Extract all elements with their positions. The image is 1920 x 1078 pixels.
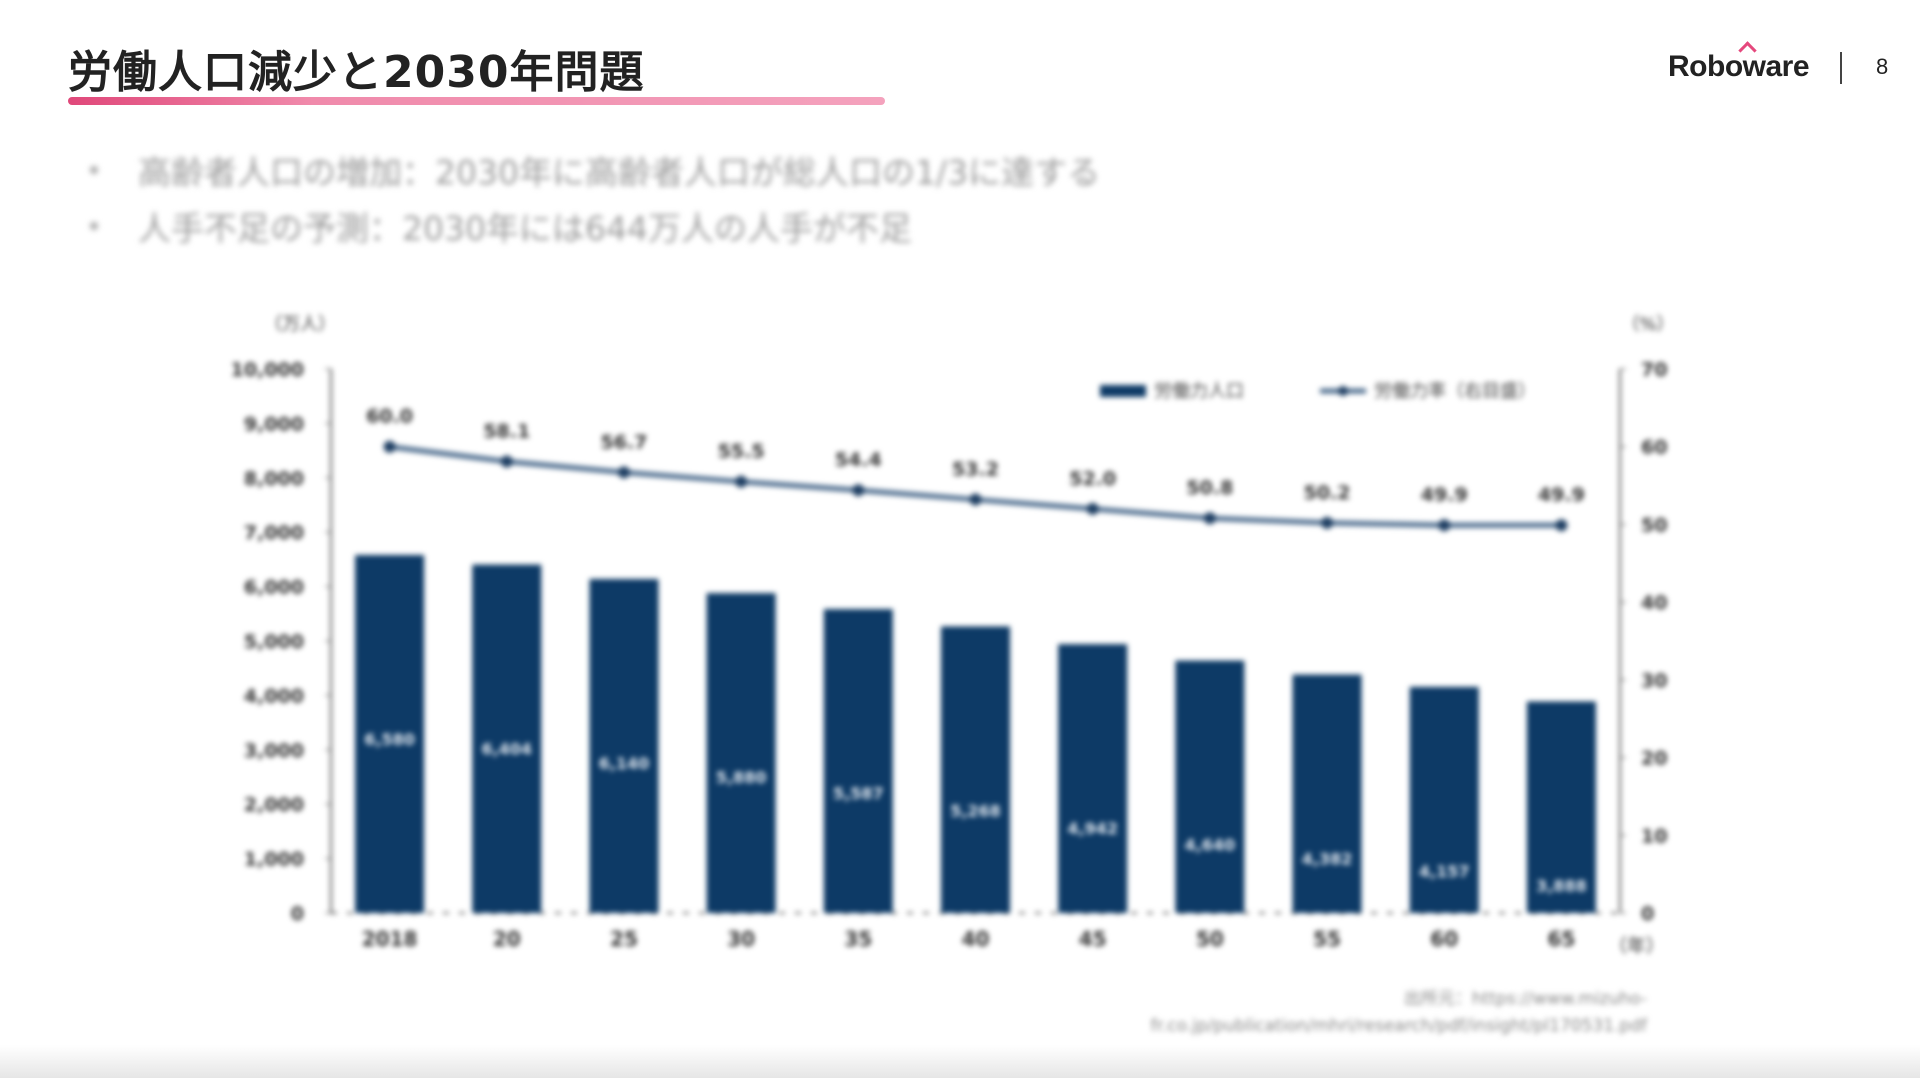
bar: [823, 609, 893, 913]
rate-data-label: 55.5: [718, 441, 765, 463]
rate-data-label: 53.2: [952, 459, 999, 481]
x-tick-label: 50: [1196, 927, 1224, 951]
bullet-text: 人手不足の予測：2030年には644万人の人手が不足: [138, 209, 912, 248]
bar: [1175, 660, 1245, 913]
y-left-tick-label: 10,000: [231, 359, 304, 381]
x-tick-label: 25: [610, 927, 638, 951]
y-right-tick-label: 10: [1641, 825, 1667, 847]
y-left-tick-label: 5,000: [244, 631, 304, 653]
page-number: 8: [1876, 54, 1889, 79]
bullet-item: 人手不足の予測：2030年には644万人の人手が不足: [90, 198, 1100, 254]
rate-point: [617, 466, 630, 479]
rate-point: [852, 484, 865, 497]
rate-point: [1203, 512, 1216, 525]
rate-data-label: 54.4: [835, 449, 882, 471]
rate-point: [500, 455, 513, 468]
bar-data-label: 4,640: [1185, 836, 1236, 855]
bar: [706, 593, 776, 913]
rate-data-label: 56.7: [601, 431, 648, 453]
y-left-tick-label: 4,000: [244, 685, 304, 707]
x-tick-label: 55: [1313, 927, 1341, 951]
bullet-list: 高齢者人口の増加：2030年に高齢者人口が総人口の1/3に達する 人手不足の予測…: [90, 142, 1100, 254]
rate-point: [1086, 502, 1099, 515]
page-title: 労働人口減少と2030年問題: [68, 47, 645, 98]
bar-data-label: 3,888: [1536, 876, 1587, 895]
y-right-tick-label: 40: [1641, 592, 1667, 614]
rate-data-label: 52.0: [1069, 468, 1116, 490]
bar-data-label: 4,382: [1302, 850, 1353, 869]
rate-point: [1321, 516, 1334, 529]
rate-point: [1438, 519, 1451, 532]
y-left-tick-label: 7,000: [244, 522, 304, 544]
bar: [1409, 686, 1479, 913]
bar-data-label: 4,157: [1419, 862, 1470, 881]
roboware-logo: Roboware: [1668, 50, 1810, 83]
y-right-tick-label: 50: [1641, 514, 1667, 536]
bar-data-label: 6,140: [599, 754, 650, 773]
y-left-tick-label: 6,000: [244, 577, 304, 599]
bullet-dot-icon: [90, 166, 98, 174]
rate-data-label: 49.9: [1421, 484, 1468, 506]
bar-data-label: 4,942: [1067, 819, 1118, 838]
x-tick-label: 2018: [362, 927, 418, 951]
legend-bar-label: 労働力人口: [1154, 381, 1244, 402]
bar-data-label: 5,587: [833, 784, 884, 803]
bar: [589, 578, 659, 913]
legend-bar-swatch: [1100, 385, 1146, 397]
x-unit: （年）: [1608, 935, 1665, 957]
bar-data-label: 5,268: [950, 801, 1001, 820]
y-right-tick-label: 60: [1641, 437, 1667, 459]
bar-data-label: 5,880: [716, 768, 767, 787]
y-left-tick-label: 9,000: [244, 413, 304, 435]
header-divider: [1840, 52, 1842, 84]
x-tick-label: 65: [1547, 927, 1575, 951]
rate-point: [383, 440, 396, 453]
x-tick-label: 20: [493, 927, 521, 951]
y-right-tick-label: 30: [1641, 670, 1667, 692]
rate-point: [1555, 519, 1568, 532]
rate-data-label: 60.0: [366, 406, 413, 428]
x-tick-label: 40: [962, 927, 990, 951]
y-left-tick-label: 8,000: [244, 468, 304, 490]
legend-line-marker: [1338, 386, 1348, 396]
y-left-unit: （万人）: [264, 314, 336, 335]
bar: [1058, 644, 1128, 913]
bar-data-label: 6,404: [481, 740, 532, 759]
rate-data-label: 58.1: [483, 420, 530, 442]
rate-data-label: 49.9: [1538, 484, 1585, 506]
bar: [472, 564, 542, 913]
x-tick-label: 45: [1079, 927, 1107, 951]
bullet-item: 高齢者人口の増加：2030年に高齢者人口が総人口の1/3に達する: [90, 142, 1100, 198]
y-right-tick-label: 20: [1641, 748, 1667, 770]
bar-data-label: 6,580: [364, 730, 415, 749]
bullet-text: 高齢者人口の増加：2030年に高齢者人口が総人口の1/3に達する: [138, 153, 1101, 192]
rate-data-label: 50.8: [1186, 477, 1233, 499]
rate-point: [969, 493, 982, 506]
y-left-tick-label: 0: [291, 903, 304, 925]
x-tick-label: 60: [1430, 927, 1458, 951]
bar: [941, 626, 1010, 913]
bullet-dot-icon: [90, 222, 98, 230]
bottom-shade: [0, 1045, 1920, 1078]
bar: [355, 555, 425, 913]
rate-point: [735, 475, 748, 488]
rate-data-label: 50.2: [1304, 482, 1351, 504]
legend: 労働力人口 労働力率（右目盛）: [1100, 381, 1536, 402]
legend-line-label: 労働力率（右目盛）: [1374, 381, 1536, 402]
y-left-tick-label: 2,000: [244, 794, 304, 816]
source-line-1: 出所元：https://www.mizuho-: [1404, 989, 1647, 1009]
y-left-tick-label: 1,000: [244, 849, 304, 871]
y-right-tick-label: 70: [1641, 359, 1667, 381]
y-right-unit: （%）: [1621, 314, 1674, 335]
source-line-2: fr.co.jp/publication/mhri/research/pdf/i…: [1150, 1016, 1648, 1036]
y-right-tick-label: 0: [1641, 903, 1654, 925]
bar: [1526, 701, 1596, 913]
x-tick-label: 30: [727, 927, 755, 951]
y-left-tick-label: 3,000: [244, 740, 304, 762]
bar: [1292, 674, 1362, 913]
x-tick-label: 35: [844, 927, 872, 951]
title-underline: [68, 97, 885, 105]
